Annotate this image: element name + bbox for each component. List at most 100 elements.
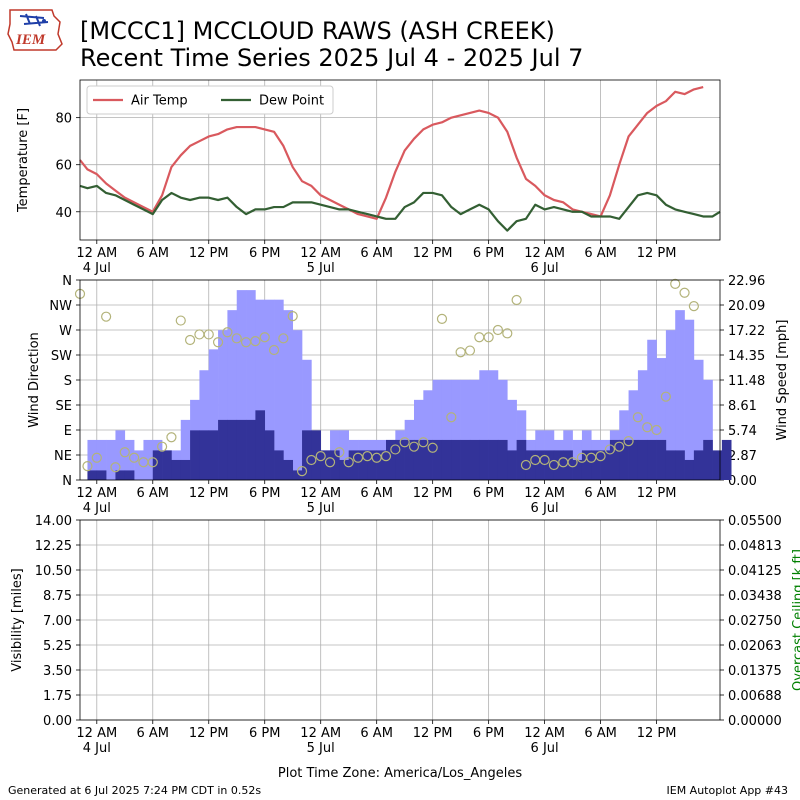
wind-direction-point: [129, 452, 140, 463]
gust-bar: [488, 370, 499, 480]
legend-label-air-temp: Air Temp: [131, 94, 188, 109]
gust-bar: [423, 390, 433, 480]
dew-point-line: [79, 184, 721, 232]
y2-axis-label: Overcast Ceiling [k ft]: [791, 549, 800, 691]
x-day-label: 4 Jul: [83, 501, 111, 516]
gust-bar: [684, 319, 695, 480]
x-day-label: 4 Jul: [83, 261, 111, 276]
gust-bar: [479, 370, 489, 480]
temperature-panel-frame: [79, 79, 721, 241]
wind-direction-point: [614, 441, 625, 452]
wind-direction-point: [548, 459, 560, 471]
wind-direction-point: [334, 447, 345, 458]
wind-direction-point: [651, 424, 662, 436]
wind-direction-point: [194, 329, 205, 340]
direction-tick-label: NE: [54, 449, 72, 464]
speed-bar: [488, 439, 499, 480]
x-tick-label: 12 AM: [76, 726, 117, 741]
speed-bar: [423, 439, 433, 480]
wind-direction-point: [156, 441, 168, 452]
ceiling-tick-label: 0.05500: [728, 514, 782, 529]
y-tick-label: 40: [55, 206, 72, 221]
x-axis-label: Plot Time Zone: America/Los_Angeles: [278, 766, 522, 781]
x-tick-label: 6 AM: [360, 726, 393, 741]
wind-direction-point: [539, 454, 550, 466]
x-tick-label: 6 AM: [584, 726, 617, 741]
speed-bar: [404, 439, 415, 480]
gust-bar: [96, 439, 107, 480]
y-tick-label: 60: [55, 159, 72, 174]
speed-bar: [703, 439, 713, 480]
gust-bar: [236, 290, 247, 480]
wind-direction-point: [595, 451, 606, 462]
chart-subtitle: Recent Time Series 2025 Jul 4 - 2025 Jul…: [80, 44, 584, 72]
visibility-tick-label: 5.25: [43, 639, 72, 654]
wind-direction-point: [203, 329, 214, 340]
wind-direction-point: [166, 432, 177, 443]
ceiling-tick-label: 0.03438: [728, 589, 782, 604]
speed-bar: [292, 470, 303, 480]
wind-direction-point: [483, 332, 494, 343]
wind-direction-point: [567, 457, 578, 468]
wind-direction-point: [371, 452, 382, 463]
x-day-label: 4 Jul: [83, 741, 111, 756]
speed-tick-label: 0.00: [728, 474, 757, 489]
y-axis-label: Wind Direction: [27, 332, 42, 428]
direction-tick-label: N: [62, 274, 72, 289]
speed-bar: [320, 450, 331, 480]
x-tick-label: 6 AM: [137, 726, 170, 741]
wind-direction-point: [352, 452, 364, 463]
x-tick-label: 6 PM: [249, 486, 280, 501]
wind-direction-point: [418, 437, 429, 448]
ceiling-tick-label: 0.00000: [728, 714, 782, 729]
x-tick-label: 6 AM: [584, 246, 617, 261]
gust-bar: [469, 379, 480, 480]
speed-bar: [460, 439, 471, 480]
speed-bar: [572, 459, 583, 480]
speed-bar: [581, 450, 592, 480]
wind-direction-point: [184, 334, 196, 346]
gust-bar: [264, 299, 275, 480]
speed-bar: [413, 439, 424, 480]
x-tick-label: 6 PM: [473, 246, 504, 261]
wind-direction-point: [604, 444, 616, 455]
x-tick-label: 12 PM: [637, 246, 677, 261]
ceiling-tick-label: 0.04125: [728, 564, 782, 579]
speed-bar: [693, 450, 704, 480]
gust-bar: [441, 379, 452, 480]
y-tick-label: 80: [55, 112, 72, 127]
x-day-label: 5 Jul: [307, 501, 335, 516]
direction-tick-label: SE: [56, 399, 72, 414]
speed-bar: [115, 470, 126, 480]
speed-bar: [619, 439, 629, 480]
speed-bar: [516, 439, 527, 480]
wind-direction-point: [268, 344, 280, 356]
app-footer: IEM Autoplot App #43: [666, 784, 789, 797]
wind-direction-point: [455, 347, 466, 358]
x-tick-label: 12 AM: [76, 486, 117, 501]
wind-direction-point: [380, 451, 392, 462]
speed-bar: [591, 450, 601, 480]
gust-bar: [460, 379, 471, 480]
speed-bar: [497, 439, 508, 480]
visibility-tick-label: 14.00: [35, 514, 72, 529]
visibility-tick-label: 10.50: [35, 564, 72, 579]
speed-bar: [451, 439, 461, 480]
y2-axis-label: Wind Speed [mph]: [775, 320, 790, 441]
x-tick-label: 12 PM: [413, 726, 453, 741]
wind-direction-point: [670, 278, 681, 289]
gust-bar: [199, 370, 210, 480]
chart-title: [MCCC1] MCCLOUD RAWS (ASH CREEK): [80, 17, 555, 45]
ceiling-tick-label: 0.00688: [728, 689, 782, 704]
gust-bar: [227, 310, 238, 480]
gust-bar: [665, 330, 676, 480]
gust-bar: [208, 349, 219, 480]
gust-bar: [339, 430, 349, 480]
visibility-tick-label: 1.75: [43, 689, 72, 704]
x-tick-label: 12 AM: [300, 726, 341, 741]
x-day-label: 5 Jul: [307, 741, 335, 756]
speed-bar: [236, 419, 247, 480]
wind-direction-point: [324, 457, 336, 468]
wind-direction-point: [231, 333, 242, 344]
